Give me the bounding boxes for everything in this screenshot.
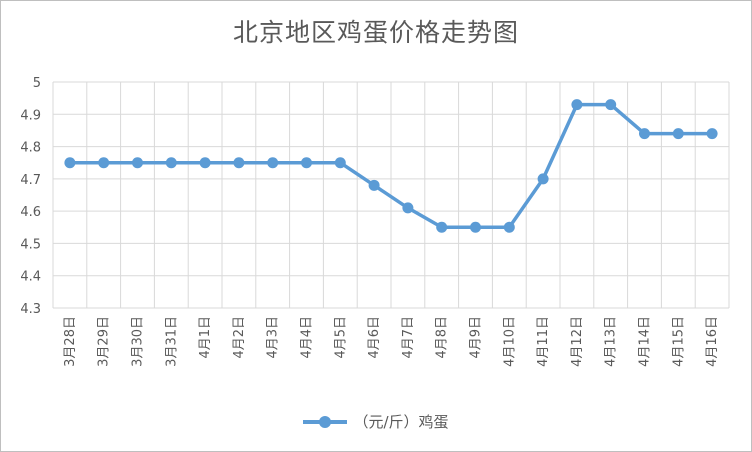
data-point (64, 157, 76, 169)
x-tick-label: 4月1日 (198, 316, 213, 359)
data-point (267, 157, 279, 169)
data-point (301, 157, 312, 169)
y-tick-label: 4.8 (20, 141, 41, 156)
x-tick-label: 4月11日 (536, 316, 551, 367)
x-tick-label: 4月2日 (232, 316, 247, 359)
x-tick-label: 3月30日 (131, 316, 146, 367)
data-point (165, 157, 177, 169)
y-tick-labels: 4.3 4.4 4.5 4.6 4.7 4.8 4.9 5 (20, 76, 41, 317)
x-tick-labels: 3月28日 3月29日 3月30日 3月31日 4月1日 4月2日 4月3日 4月4日 4月5日… (63, 316, 720, 367)
data-point (98, 157, 110, 169)
x-tick-label: 4月9日 (469, 316, 484, 359)
data-point (470, 221, 481, 233)
data-point (706, 128, 718, 140)
grid-lines (52, 81, 730, 309)
y-tick-label: 4.9 (20, 108, 41, 123)
x-tick-label: 3月31日 (164, 316, 179, 367)
x-tick-label: 4月16日 (705, 316, 720, 367)
x-tick-label: 4月14日 (638, 316, 653, 367)
data-point (199, 157, 211, 169)
x-tick-label: 4月15日 (671, 316, 686, 367)
y-tick-label: 4.4 (20, 270, 41, 285)
data-point (132, 157, 143, 169)
x-tick-label: 4月3日 (266, 316, 281, 359)
x-tick-label: 4月10日 (502, 316, 517, 367)
data-point (233, 157, 245, 169)
y-tick-label: 5 (33, 76, 41, 91)
x-tick-label: 4月8日 (435, 316, 450, 359)
series-line (69, 102, 713, 230)
x-tick-label: 4月5日 (333, 316, 348, 359)
legend-label: （元/斤）鸡蛋 (353, 413, 449, 431)
data-point (402, 202, 414, 214)
data-point (436, 221, 448, 233)
legend: （元/斤）鸡蛋 (1, 411, 751, 432)
y-tick-label: 4.3 (20, 302, 41, 317)
x-tick-label: 4月7日 (401, 316, 416, 359)
x-tick-label: 4月13日 (604, 316, 619, 367)
y-tick-label: 4.6 (20, 205, 41, 220)
data-point (503, 221, 515, 233)
data-point (537, 173, 549, 185)
y-tick-label: 4.7 (20, 173, 41, 188)
x-tick-label: 4月6日 (367, 316, 382, 359)
data-point (368, 179, 380, 191)
legend-marker (303, 414, 348, 430)
x-tick-label: 3月28日 (63, 316, 78, 367)
data-point (334, 157, 346, 169)
y-tick-label: 4.5 (20, 237, 41, 252)
data-point (571, 99, 583, 111)
series-layer (64, 99, 718, 233)
data-point (672, 128, 684, 140)
x-tick-label: 3月29日 (97, 316, 112, 367)
data-point (639, 128, 650, 140)
x-tick-label: 4月4日 (300, 316, 315, 359)
chart-title: 北京地区鸡蛋价格走势图 (232, 18, 519, 47)
data-point (605, 99, 617, 111)
x-tick-label: 4月12日 (570, 316, 585, 367)
